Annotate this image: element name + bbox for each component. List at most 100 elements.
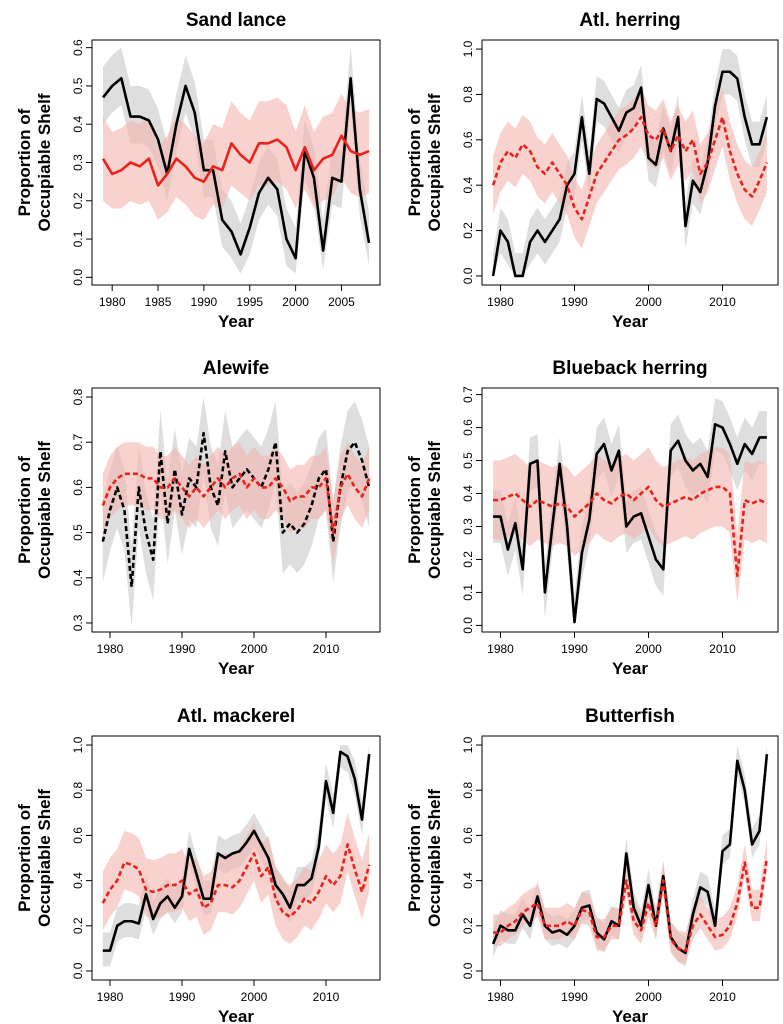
x-tick-label: 1990 [169,990,196,1004]
y-axis-label: Occupiable Shelf [35,789,54,927]
y-axis-label: Proportion of [405,108,424,216]
confidence-band [493,447,767,603]
panel: Butterfish Year Proportion of Occupiable Sh… [405,706,779,1024]
series-line [491,115,769,221]
y-tick-label: 0.6 [461,131,475,148]
y-tick-label: 0.5 [71,77,85,94]
x-tick-label: 1990 [561,990,588,1004]
panel: Atl. herring Year Proportion of Occupiable … [405,10,779,331]
x-tick-label: 2000 [635,990,662,1004]
y-axis-label: Occupiable Shelf [35,93,54,231]
y-tick-label: 0.6 [461,827,475,844]
series-line [491,753,769,955]
series-line [101,431,371,589]
x-axis-label: Year [612,312,648,331]
y-tick-label: 1.0 [71,736,85,753]
panel: Atl. mackerel Year Proportion of Occupiable… [15,706,381,1024]
y-tick-label: 1.0 [461,736,475,753]
y-tick-label: 0.8 [461,782,475,799]
y-tick-label: 0.6 [461,419,475,436]
series-line [101,843,371,919]
y-tick-label: 0.6 [71,39,85,56]
x-tick-label: 2010 [709,642,736,656]
y-axis-label: Proportion of [15,108,34,216]
confidence-band [102,442,370,565]
y-tick-label: 0.5 [461,452,475,469]
y-tick-label: 0.5 [71,524,85,541]
series-line [491,70,769,278]
y-tick-label: 0.3 [71,154,85,171]
x-tick-label: 2000 [241,642,268,656]
y-tick-label: 0.4 [461,177,475,194]
x-tick-label: 1990 [561,295,588,309]
y-axis-label: Occupiable Shelf [35,441,54,579]
x-tick-label: 1980 [97,990,124,1004]
series-line [101,472,371,534]
series-line [493,485,768,578]
plot-frame [91,735,381,981]
confidence-band [102,397,370,628]
x-tick-label: 2005 [328,295,355,309]
series-line [101,134,370,187]
y-tick-label: 0.2 [71,192,85,209]
plot-frame [481,39,779,286]
y-tick-label: 0.0 [71,962,85,979]
x-axis-label: Year [612,1007,648,1024]
chart-title: Atl. herring [579,10,680,31]
x-tick-label: 2000 [241,990,268,1004]
confidence-band [493,49,767,276]
series-line [101,76,371,260]
plot-frame [91,387,381,633]
x-tick-label: 2010 [313,990,340,1004]
y-tick-label: 0.4 [71,116,85,133]
x-axis-label: Year [218,659,254,678]
y-tick-label: 0.6 [71,479,85,496]
chart-title: Butterfish [585,706,675,727]
y-tick-label: 0.4 [461,872,475,889]
x-tick-label: 1980 [487,295,514,309]
x-tick-label: 1980 [487,642,514,656]
panel: Blueback herring Year Proportion of Occupia… [405,358,779,678]
x-tick-label: 1995 [236,295,263,309]
x-axis-label: Year [612,659,648,678]
x-tick-label: 2000 [635,295,662,309]
y-axis-label: Occupiable Shelf [425,789,444,927]
plot-frame [481,735,779,981]
y-tick-label: 0.2 [71,917,85,934]
x-tick-label: 2000 [282,295,309,309]
chart-title: Blueback herring [552,358,707,379]
y-tick-label: 0.4 [71,872,85,889]
panel: Sand lance Year Proportion of Occupiable Sh… [15,10,381,331]
y-axis-label: Proportion of [405,456,424,564]
x-tick-label: 1990 [169,642,196,656]
y-axis-label: Proportion of [405,804,424,912]
y-tick-label: 0.2 [461,917,475,934]
y-tick-label: 0.0 [461,267,475,284]
series-line [102,750,371,952]
y-tick-label: 0.6 [71,827,85,844]
x-tick-label: 2000 [635,642,662,656]
x-tick-label: 1990 [561,642,588,656]
y-tick-label: 0.8 [71,388,85,405]
y-tick-label: 0.1 [71,230,85,247]
panel: Alewife Year Proportion of Occupiable Shelf… [15,358,381,678]
y-axis-label: Occupiable Shelf [425,441,444,579]
chart-title: Sand lance [186,10,286,31]
x-tick-label: 1980 [487,990,514,1004]
y-tick-label: 0.8 [461,86,475,103]
y-tick-label: 0.0 [461,617,475,634]
x-tick-label: 1985 [145,295,172,309]
y-tick-label: 0.3 [461,518,475,535]
y-tick-label: 0.8 [71,782,85,799]
y-tick-label: 0.0 [71,269,85,286]
x-tick-label: 1980 [99,295,126,309]
y-tick-label: 0.3 [71,614,85,631]
y-tick-label: 0.0 [461,962,475,979]
y-axis-label: Occupiable Shelf [425,93,444,231]
x-tick-label: 2010 [313,642,340,656]
chart-title: Alewife [203,358,270,379]
x-tick-label: 2010 [709,990,736,1004]
y-tick-label: 0.4 [71,569,85,586]
y-axis-label: Proportion of [15,804,34,912]
